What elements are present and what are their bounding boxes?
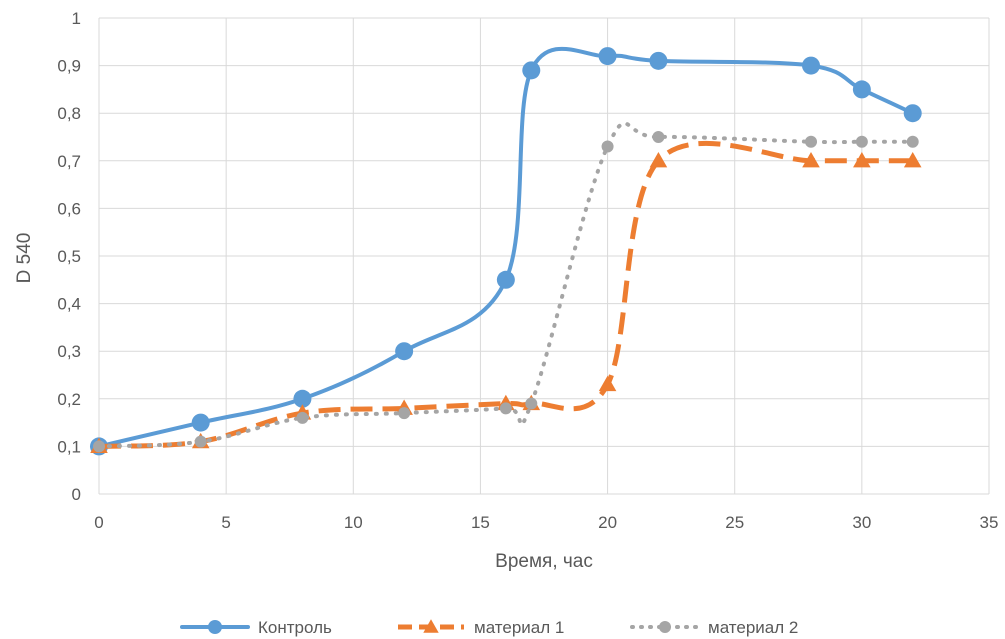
axis-layer: 00,10,20,30,40,50,60,70,80,910 5 10 15 20 25 3… — [57, 9, 998, 532]
x-tick-label: 10 — [344, 513, 363, 532]
y-tick-label: 0,1 — [57, 437, 81, 456]
data-point — [496, 270, 515, 289]
series-1 — [90, 46, 922, 456]
data-point — [598, 375, 617, 392]
data-point — [652, 131, 665, 143]
series-line — [97, 46, 915, 449]
data-point — [649, 152, 668, 168]
x-tick-label: 30 — [852, 513, 871, 532]
y-tick-label: 0,5 — [57, 247, 81, 266]
data-point — [522, 61, 541, 80]
y-tick-label: 0,9 — [57, 57, 81, 76]
legend-label: материал 1 — [474, 618, 564, 637]
data-point — [649, 51, 668, 70]
y-tick-label: 0,2 — [57, 390, 81, 409]
data-point — [802, 56, 820, 75]
data-point — [852, 80, 871, 99]
data-point — [296, 411, 309, 424]
legend-marker — [659, 621, 671, 633]
legend: Контроль материал 1 материал 2 — [180, 618, 798, 637]
y-tick-label: 1 — [72, 9, 81, 28]
data-point — [855, 135, 868, 148]
data-point — [525, 397, 538, 410]
data-point — [805, 135, 817, 148]
series-line — [97, 121, 915, 449]
data-point — [191, 413, 210, 432]
data-point — [601, 140, 614, 153]
y-tick-label: 0,6 — [57, 199, 81, 218]
y-tick-label: 0,3 — [57, 342, 81, 361]
data-point — [802, 152, 820, 168]
x-axis-title: Время, час — [495, 551, 593, 572]
grid-layer — [98, 17, 990, 495]
x-tick-label: 20 — [598, 513, 617, 532]
legend-item: Контроль — [180, 618, 332, 637]
x-tick-label: 25 — [725, 513, 744, 532]
y-tick-label: 0 — [72, 485, 81, 504]
data-point — [395, 342, 414, 361]
series-3 — [93, 121, 919, 453]
y-tick-label: 0,8 — [57, 104, 81, 123]
legend-item: материал 2 — [630, 618, 798, 637]
legend-label: Контроль — [258, 618, 332, 637]
x-tick-label: 15 — [471, 513, 490, 532]
data-point — [903, 152, 922, 168]
data-point — [598, 47, 617, 66]
data-point — [906, 135, 919, 148]
data-point — [499, 402, 512, 415]
legend-label: материал 2 — [708, 618, 798, 637]
y-axis-title: D 540 — [14, 233, 35, 284]
legend-item: материал 1 — [398, 618, 564, 637]
x-tick-label: 5 — [221, 513, 230, 532]
data-point — [93, 440, 105, 453]
series-layer — [90, 46, 922, 456]
data-point — [194, 435, 207, 448]
legend-marker — [208, 620, 222, 634]
y-tick-label: 0,7 — [57, 152, 81, 171]
data-point — [293, 389, 312, 408]
x-tick-label: 0 — [94, 513, 103, 532]
data-point — [398, 407, 411, 420]
x-tick-label: 35 — [980, 513, 999, 532]
y-tick-label: 0,4 — [57, 295, 81, 314]
data-point — [853, 152, 871, 168]
legend-marker — [423, 619, 439, 633]
data-point — [903, 104, 922, 123]
